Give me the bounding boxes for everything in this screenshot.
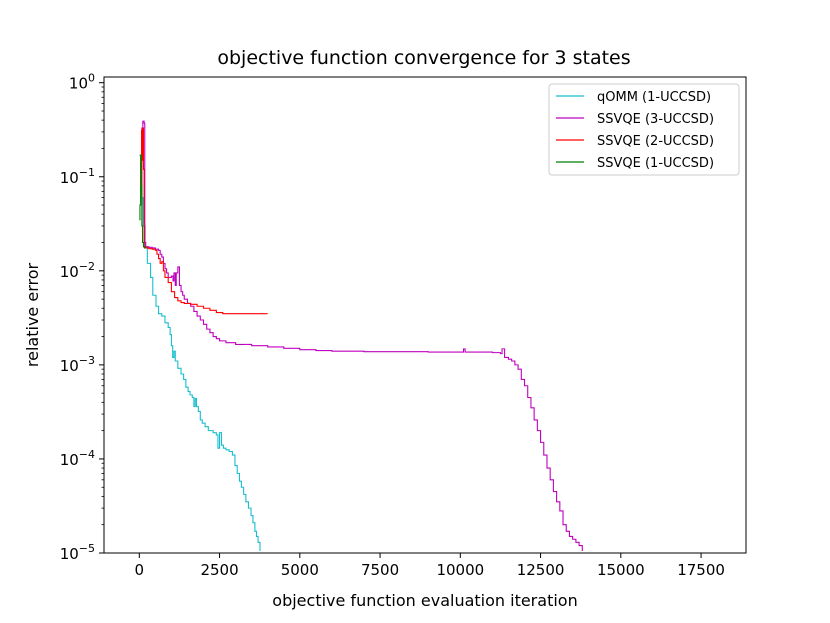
legend-frame [548,83,740,176]
y-tick-label: 100 [69,72,95,93]
y-axis-label: relative error [23,262,42,367]
legend-label: qOMM (1-UCCSD) [597,90,711,105]
y-tick-label: 10−3 [60,354,95,375]
legend-label: SSVQE (2-UCCSD) [597,134,714,149]
legend-label: SSVQE (1-UCCSD) [597,156,714,171]
chart-title: objective function convergence for 3 sta… [217,47,630,69]
x-tick-label: 5000 [281,561,319,579]
legend: qOMM (1-UCCSD) SSVQE (3-UCCSD) SSVQE (2-UC… [548,83,740,176]
series-line-2 [141,120,583,552]
y-tick-label: 10−5 [60,542,95,563]
x-tick-label: 2500 [200,561,238,579]
x-tick-label: 15000 [597,561,645,579]
series-layer [139,120,583,552]
series-line-3 [140,127,268,315]
y-tick-label: 10−1 [60,166,95,187]
x-tick-label: 12500 [517,561,565,579]
y-tick-label: 10−2 [60,260,95,281]
x-tick-label: 7500 [361,561,399,579]
x-tick-label: 0 [135,561,145,579]
legend-label: SSVQE (3-UCCSD) [597,112,714,127]
x-axis-label: objective function evaluation iteration [272,591,577,610]
y-axis: 100 10−1 10−2 10−3 10−4 10−5 [60,72,104,563]
x-tick-label: 10000 [436,561,484,579]
x-tick-label: 17500 [677,561,725,579]
series-line-4 [139,154,146,249]
series-line-1 [139,154,261,552]
x-axis: 0 2500 5000 7500 10000 12500 15000 17500 [135,553,725,579]
plot-area-frame [103,76,747,554]
y-tick-label: 10−4 [60,448,95,469]
